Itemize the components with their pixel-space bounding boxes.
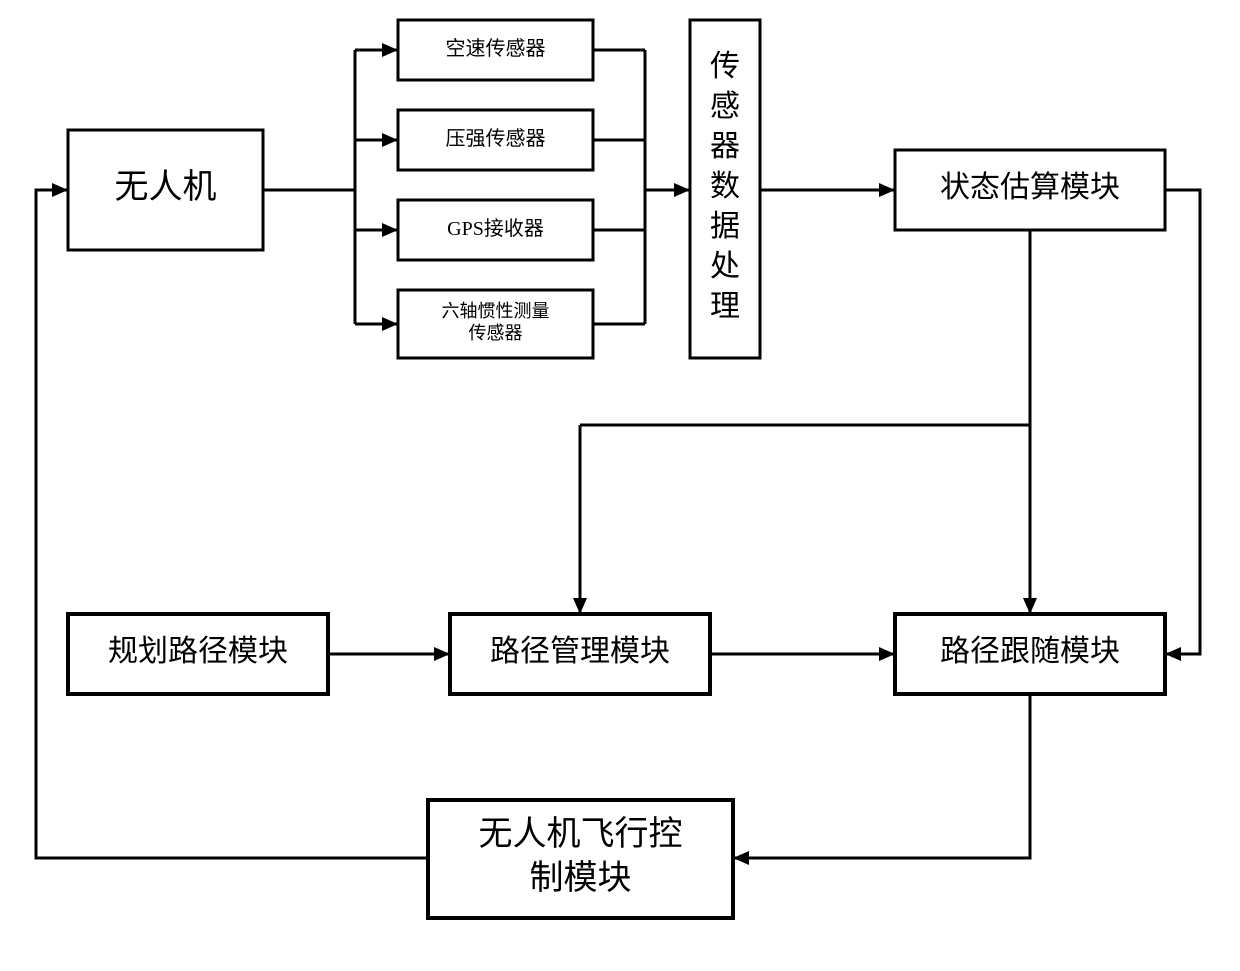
arrowhead-bus-to-air	[382, 43, 398, 57]
node-label-plan: 规划路径模块	[108, 635, 288, 668]
edge-state-down-bus	[580, 230, 1030, 425]
arrowhead-pathmgr-to-follow	[879, 647, 895, 661]
arrowhead-flight-to-uav	[52, 183, 68, 197]
arrowhead-proc-to-state	[879, 183, 895, 197]
node-s_press: 压强传感器	[398, 110, 593, 170]
node-label-s_air: 空速传感器	[446, 37, 546, 60]
arrowhead-bus-to-proc	[674, 183, 690, 197]
arrowhead-bus-to-press	[382, 133, 398, 147]
node-label-follow: 路径跟随模块	[940, 635, 1120, 668]
arrowhead-bus-to-imu	[382, 317, 398, 331]
node-label-s_press: 压强传感器	[446, 127, 546, 150]
node-label-state: 状态估算模块	[940, 171, 1120, 204]
edge-state-to-follow-right	[1165, 190, 1200, 654]
node-label-pathmgr: 路径管理模块	[490, 635, 670, 668]
node-state: 状态估算模块	[895, 150, 1165, 230]
node-flight: 无人机飞行控制模块	[428, 800, 733, 918]
node-follow: 路径跟随模块	[895, 614, 1165, 694]
arrowhead-bus-to-gps	[382, 223, 398, 237]
edge-follow-to-flight	[733, 694, 1030, 858]
node-s_gps: GPS接收器	[398, 200, 593, 260]
arrowhead-bus-to-pathmgr	[573, 598, 587, 614]
node-uav: 无人机	[68, 130, 263, 250]
arrowhead-plan-to-pathmgr	[434, 647, 450, 661]
node-proc: 传感器数据处理	[690, 20, 760, 358]
arrowhead-state-to-follow-right	[1165, 647, 1181, 661]
arrowhead-bus-to-follow	[1023, 598, 1037, 614]
flowchart-canvas: 无人机 空速传感器压强传感器 GPS接收器六轴惯性测量传感器 传感器数据处理 状态估算模…	[0, 0, 1240, 971]
node-plan: 规划路径模块	[68, 614, 328, 694]
arrowhead-follow-to-flight	[733, 851, 749, 865]
edge-flight-to-uav	[36, 190, 428, 858]
node-s_imu: 六轴惯性测量传感器	[398, 290, 593, 358]
node-label-s_gps: GPS接收器	[447, 217, 544, 240]
node-pathmgr: 路径管理模块	[450, 614, 710, 694]
node-label-uav: 无人机	[115, 168, 217, 206]
node-label-proc: 传感器数据处理	[710, 50, 740, 323]
node-s_air: 空速传感器	[398, 20, 593, 80]
